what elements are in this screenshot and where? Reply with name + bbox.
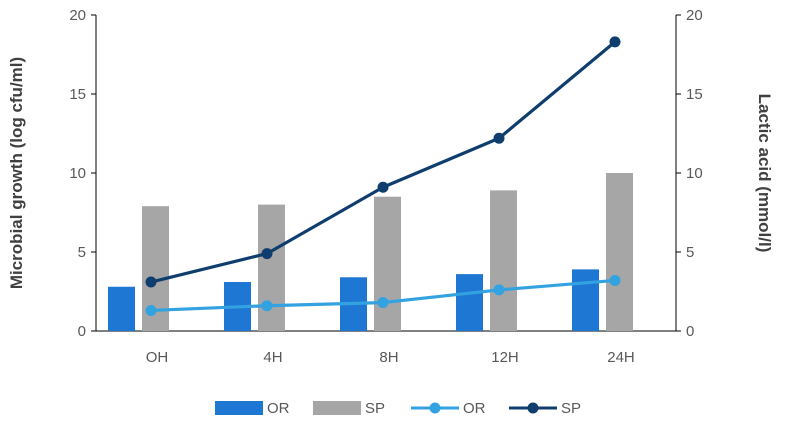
point-or-24h — [609, 274, 621, 286]
point-or-4h — [261, 300, 273, 312]
left-tick-label: 10 — [69, 165, 86, 182]
bar-sp-24h — [606, 173, 633, 331]
bar-sp-12h — [490, 190, 517, 331]
legend-label: SP — [365, 400, 385, 417]
legend-label: OR — [463, 400, 486, 417]
tick-labels: 0 5 10 15 20 0 5 10 15 20 OH 4H 8H 12H 24H — [69, 7, 702, 366]
left-tick-label: 15 — [69, 86, 86, 103]
legend-marker-or — [429, 402, 441, 414]
point-sp-4h — [261, 248, 273, 260]
legend-marker-sp — [527, 402, 539, 414]
left-axis-title: Microbial growth (log cfu/ml) — [7, 57, 26, 289]
legend-swatch-bar-sp — [313, 401, 361, 415]
legend-label: SP — [561, 400, 581, 417]
x-tick-label: 12H — [491, 349, 519, 366]
left-tick-label: 20 — [69, 7, 86, 24]
bar-or-24h — [572, 269, 599, 331]
legend: OR SP OR SP — [215, 400, 581, 417]
bar-sp-8h — [374, 196, 401, 331]
bar-or-oh — [108, 286, 135, 331]
right-tick-label: 15 — [686, 86, 703, 103]
lines — [145, 36, 621, 316]
bar-sp-4h — [258, 204, 285, 331]
point-or-12h — [493, 284, 505, 296]
bar-or-12h — [456, 274, 483, 331]
point-or-8h — [377, 297, 389, 309]
x-tick-label: 8H — [379, 349, 398, 366]
x-tick-label: 24H — [607, 349, 635, 366]
legend-label: OR — [267, 400, 290, 417]
legend-swatch-bar-or — [215, 401, 263, 415]
right-tick-label: 20 — [686, 7, 703, 24]
x-tick-label: OH — [146, 349, 169, 366]
right-tick-label: 10 — [686, 165, 703, 182]
right-tick-label: 0 — [686, 323, 694, 340]
point-or-oh — [145, 304, 157, 316]
right-tick-label: 5 — [686, 244, 694, 261]
bars — [108, 173, 633, 331]
right-axis-title: Lactic acid (mmol/l) — [755, 94, 774, 253]
left-tick-label: 0 — [78, 323, 86, 340]
point-sp-8h — [377, 181, 389, 193]
point-sp-12h — [493, 132, 505, 144]
point-sp-24h — [609, 36, 621, 48]
point-sp-oh — [145, 276, 157, 288]
x-tick-label: 4H — [263, 349, 282, 366]
left-tick-label: 5 — [78, 244, 86, 261]
